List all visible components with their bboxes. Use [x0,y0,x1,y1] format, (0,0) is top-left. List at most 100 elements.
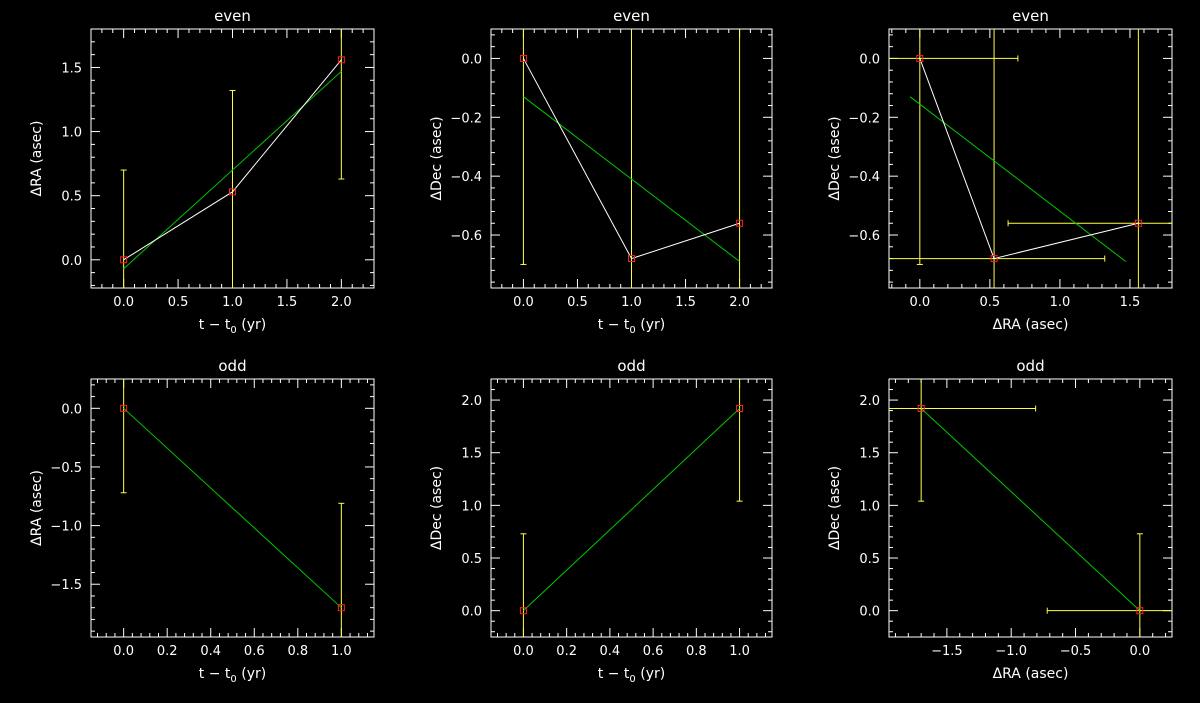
x-axis-label-subscript: 0 [230,325,236,336]
data-point [337,56,345,64]
y-tick-label: 0.0 [61,254,82,269]
x-axis-label-subscript: 0 [230,674,236,685]
chart-title: odd [218,357,246,375]
data-point [519,54,527,62]
x-tick-label: 0.0 [513,295,534,310]
chart-title: even [613,7,650,25]
x-tick-label: 1.0 [621,295,642,310]
data-point [736,219,744,227]
y-tick-label: −0.5 [50,461,82,476]
x-axis-label-unit: (yr) [237,666,266,682]
y-tick-label: −0.4 [450,170,482,185]
x-tick-label: 1.5 [675,295,696,310]
x-axis-label-main: t − t [598,666,630,682]
y-axis-label: ΔDec (asec) [827,466,843,550]
x-tick-label: 0.5 [168,295,189,310]
x-tick-label: 0.0 [113,295,134,310]
x-tick-label: 0.6 [244,644,265,659]
x-axis-label: ΔRA (asec) [993,317,1069,333]
y-axis-label: ΔRA (asec) [29,121,45,197]
data-point [916,54,924,62]
x-tick-label: 0.0 [909,295,930,310]
x-tick-label: 2.0 [729,295,750,310]
y-tick-label: −0.4 [848,170,880,185]
data-point [990,255,998,263]
y-tick-label: 0.0 [61,402,82,417]
data-point [917,404,925,412]
x-tick-label: −0.5 [1060,644,1092,659]
x-tick-label: 0.2 [157,644,178,659]
y-tick-label: 1.0 [859,499,880,514]
plot-area [519,29,744,288]
y-tick-label: 0.5 [61,190,82,205]
x-axis-label-subscript: 0 [629,674,635,685]
x-axis-label-unit: (yr) [636,666,665,682]
y-tick-label: −1.0 [50,520,82,535]
x-axis-label-main: t − t [199,317,231,333]
x-tick-label: 0.0 [113,644,134,659]
x-axis-label-unit: (yr) [237,317,266,333]
x-tick-label: 0.8 [686,644,707,659]
plot-area [519,379,744,637]
data-point [337,604,345,612]
y-tick-label: 0.5 [461,552,482,567]
x-axis-label: t − t0 (yr) [199,317,266,336]
x-axis-label: t − t0 (yr) [199,666,266,685]
chart-title: odd [617,357,645,375]
y-tick-label: −0.2 [450,111,482,126]
y-tick-label: 1.0 [61,126,82,141]
fit-line [123,407,342,609]
plot-area [120,29,345,288]
y-tick-label: −0.6 [450,229,482,244]
data-line [919,58,1139,260]
x-axis-label: ΔRA (asec) [993,666,1069,682]
chart-panel: 0.0 0.2 0.4 0.6 0.8 1.0 0.0 −0.5 −1.0 −1.5 odd t − … [29,357,375,685]
x-tick-label: −1.0 [995,644,1027,659]
x-tick-label: 0.8 [287,644,308,659]
chart-title: even [1012,7,1049,25]
x-tick-label: 0.5 [567,295,588,310]
fit-line [909,96,1127,262]
y-tick-label: 1.5 [859,447,880,462]
y-axis-label: ΔDec (asec) [429,116,445,200]
y-tick-label: −0.2 [848,111,880,126]
plot-frame [90,378,375,638]
x-axis-label-main: ΔRA (asec) [993,666,1069,682]
plot-area [889,379,1172,637]
x-tick-label: 1.0 [729,644,750,659]
y-axis-label: ΔRA (asec) [29,470,45,546]
y-tick-label: −1.5 [50,578,82,593]
y-tick-label: 0.0 [461,605,482,620]
data-point [519,607,527,615]
chart-panel: −1.5 −1.0 −0.5 0.0 0.0 0.5 1.0 1.5 2.0 odd ΔRA (as… [827,357,1173,682]
data-line [522,58,740,260]
plot-frame [888,28,1173,289]
data-point [628,255,635,263]
chart-panel: 0.0 0.5 1.0 1.5 2.0 0.0 −0.2 −0.4 −0.6 even t − t0… [429,7,773,336]
data-line [123,59,342,261]
y-tick-label: −0.6 [848,229,880,244]
data-point [120,256,128,264]
fit-line [920,408,1141,612]
x-tick-label: 0.6 [643,644,664,659]
x-tick-label: 1.0 [1050,295,1071,310]
fit-line [523,408,740,612]
x-axis-label-subscript: 0 [629,325,635,336]
x-tick-label: 0.2 [556,644,577,659]
y-tick-label: 1.5 [61,61,82,76]
y-tick-label: 2.0 [859,394,880,409]
x-axis-label-main: ΔRA (asec) [993,317,1069,333]
x-tick-label: 0.5 [980,295,1001,310]
x-axis-label-unit: (yr) [636,317,665,333]
data-point [120,404,128,412]
y-tick-label: 0.0 [461,52,482,67]
x-tick-label: −1.5 [931,644,963,659]
y-tick-label: 1.0 [461,499,482,514]
x-axis-label: t − t0 (yr) [598,317,665,336]
data-point [229,188,236,196]
chart-panel: 0.0 0.2 0.4 0.6 0.8 1.0 0.0 0.5 1.0 1.5 2.0 odd t − … [429,357,773,685]
x-tick-label: 1.0 [222,295,243,310]
y-axis-label: ΔDec (asec) [429,466,445,550]
chart-panel: 0.0 0.5 1.0 1.5 2.0 0.0 0.5 1.0 1.5 even t − t0 (y… [29,7,375,336]
